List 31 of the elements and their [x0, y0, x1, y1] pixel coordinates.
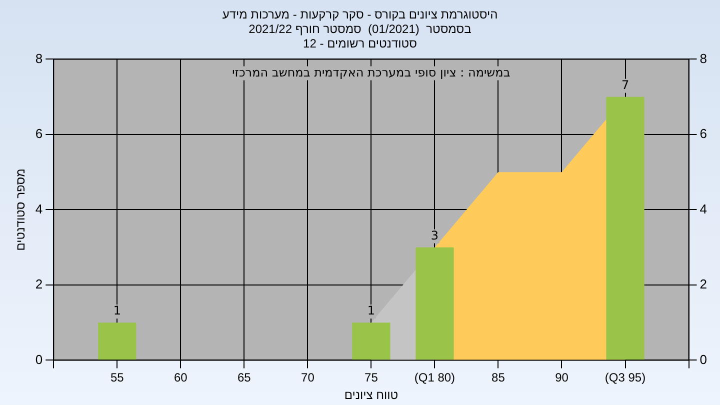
- x-axis-title: טווח ציונים: [344, 388, 398, 402]
- y2-tick-label: 2: [700, 276, 708, 292]
- y2-tick-label: 6: [700, 126, 708, 142]
- y2-tick-label: 0: [700, 352, 708, 367]
- x-tick-label: 90: [555, 370, 569, 385]
- y-axis-title: מספר סטודנטים: [14, 168, 28, 251]
- y-tick-label: 6: [35, 126, 43, 142]
- x-tick-label: 65: [237, 370, 252, 385]
- data-label: 1: [113, 304, 121, 318]
- annotation: במשימה : ציון סופי במערכת האקדמית במחשב המרכזי: [232, 65, 510, 80]
- chart-title: היסטוגרמת ציונים בקורס - סקר קרקעות - מערכות מידע: [222, 8, 498, 22]
- x-tick-label: 70: [301, 370, 315, 385]
- x-tick-label: 75: [364, 370, 378, 385]
- bar: [352, 322, 390, 360]
- data-label: 7: [621, 78, 630, 92]
- x-tick-label: 55: [110, 370, 124, 385]
- y-tick-label: 2: [35, 276, 43, 292]
- y-tick-label: 8: [35, 50, 43, 66]
- bar: [98, 322, 136, 360]
- bar: [606, 96, 644, 360]
- y-tick-label: 4: [35, 201, 43, 216]
- x-tick-label: 60: [174, 370, 188, 385]
- y-tick-label: 0: [35, 352, 43, 367]
- data-label: 1: [367, 304, 376, 318]
- chart-subtitle: בסמסטר (01/2021) סמסטר חורף 2021/22 סטודנטים רשומים - 12: [248, 22, 472, 50]
- y2-tick-label: 4: [700, 201, 708, 216]
- y2-tick-label: 8: [700, 50, 708, 66]
- x-tick-label: 85: [492, 370, 506, 385]
- data-label: 3: [430, 228, 439, 242]
- x-tick-label: (Q3 95): [604, 370, 646, 385]
- x-tick-label: (Q1 80): [414, 370, 456, 385]
